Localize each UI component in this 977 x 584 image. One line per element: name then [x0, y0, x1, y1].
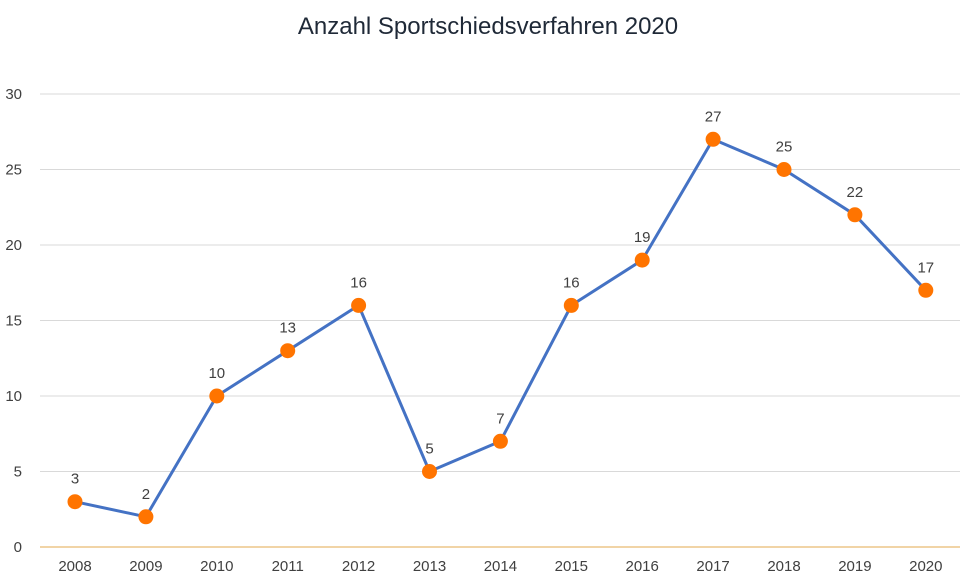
data-label-2012: 16	[350, 274, 367, 291]
data-point-2018	[776, 162, 792, 177]
y-tick-label-0: 0	[14, 539, 22, 556]
data-point-2012	[351, 297, 367, 313]
data-label-2013: 5	[425, 441, 433, 458]
data-point-2020	[918, 282, 934, 298]
data-point-2019	[847, 207, 863, 223]
x-tick-label-2012: 2012	[342, 558, 375, 575]
data-label-2018: 25	[776, 139, 793, 156]
data-point-2014	[492, 433, 508, 449]
x-tick-label-2009: 2009	[129, 558, 162, 575]
x-tick-label-2011: 2011	[272, 558, 304, 575]
x-tick-label-2014: 2014	[484, 558, 517, 575]
data-point-2013	[422, 464, 437, 479]
x-tick-label-2008: 2008	[58, 558, 91, 575]
x-tick-label-2020: 2020	[909, 558, 942, 575]
x-tick-label-2017: 2017	[696, 558, 729, 575]
y-tick-label-20: 20	[5, 237, 22, 254]
data-label-2015: 16	[563, 274, 580, 291]
series-line	[73, 137, 928, 519]
data-point-2017	[705, 131, 721, 147]
data-labels: 3 2 10 13 16 5 7 16 19 27 25 22 17	[71, 108, 934, 503]
data-label-2019: 22	[847, 184, 864, 201]
x-tick-label-2016: 2016	[626, 558, 659, 575]
data-point-2009	[138, 509, 154, 525]
data-label-2009: 2	[142, 486, 150, 503]
y-tick-label-30: 30	[5, 86, 22, 103]
data-point-2015	[563, 297, 579, 313]
y-tick-label-5: 5	[14, 464, 22, 481]
data-label-2020: 17	[917, 259, 934, 276]
data-label-2010: 10	[208, 365, 225, 382]
data-label-2014: 7	[496, 410, 504, 427]
series-markers	[67, 131, 934, 525]
x-tick-label-2018: 2018	[767, 558, 800, 575]
chart-title: Anzahl Sportschiedsverfahren 2020	[298, 13, 678, 40]
data-point-2011	[280, 343, 296, 359]
x-tick-label-2010: 2010	[200, 558, 233, 575]
data-label-2017: 27	[705, 108, 722, 125]
y-tick-label-25: 25	[5, 162, 22, 179]
y-axis-tick-labels: 0 5 10 15 20 25 30	[5, 86, 22, 556]
gridlines	[40, 93, 960, 472]
series-line-group	[73, 137, 928, 519]
x-tick-label-2013: 2013	[413, 558, 446, 575]
x-axis-tick-labels: 2008 2009 2010 2011 2012 2013 2014 2015 2016 2017…	[58, 558, 942, 575]
y-tick-label-10: 10	[5, 388, 22, 405]
data-label-2011: 13	[279, 320, 296, 337]
data-point-2010	[209, 388, 225, 404]
data-point-2008	[67, 494, 83, 510]
x-tick-label-2015: 2015	[555, 558, 588, 575]
data-label-2016: 19	[634, 229, 651, 246]
data-label-2008: 3	[71, 471, 79, 488]
x-tick-label-2019: 2019	[838, 558, 871, 575]
y-tick-label-15: 15	[5, 313, 22, 330]
data-point-2016	[634, 252, 650, 268]
